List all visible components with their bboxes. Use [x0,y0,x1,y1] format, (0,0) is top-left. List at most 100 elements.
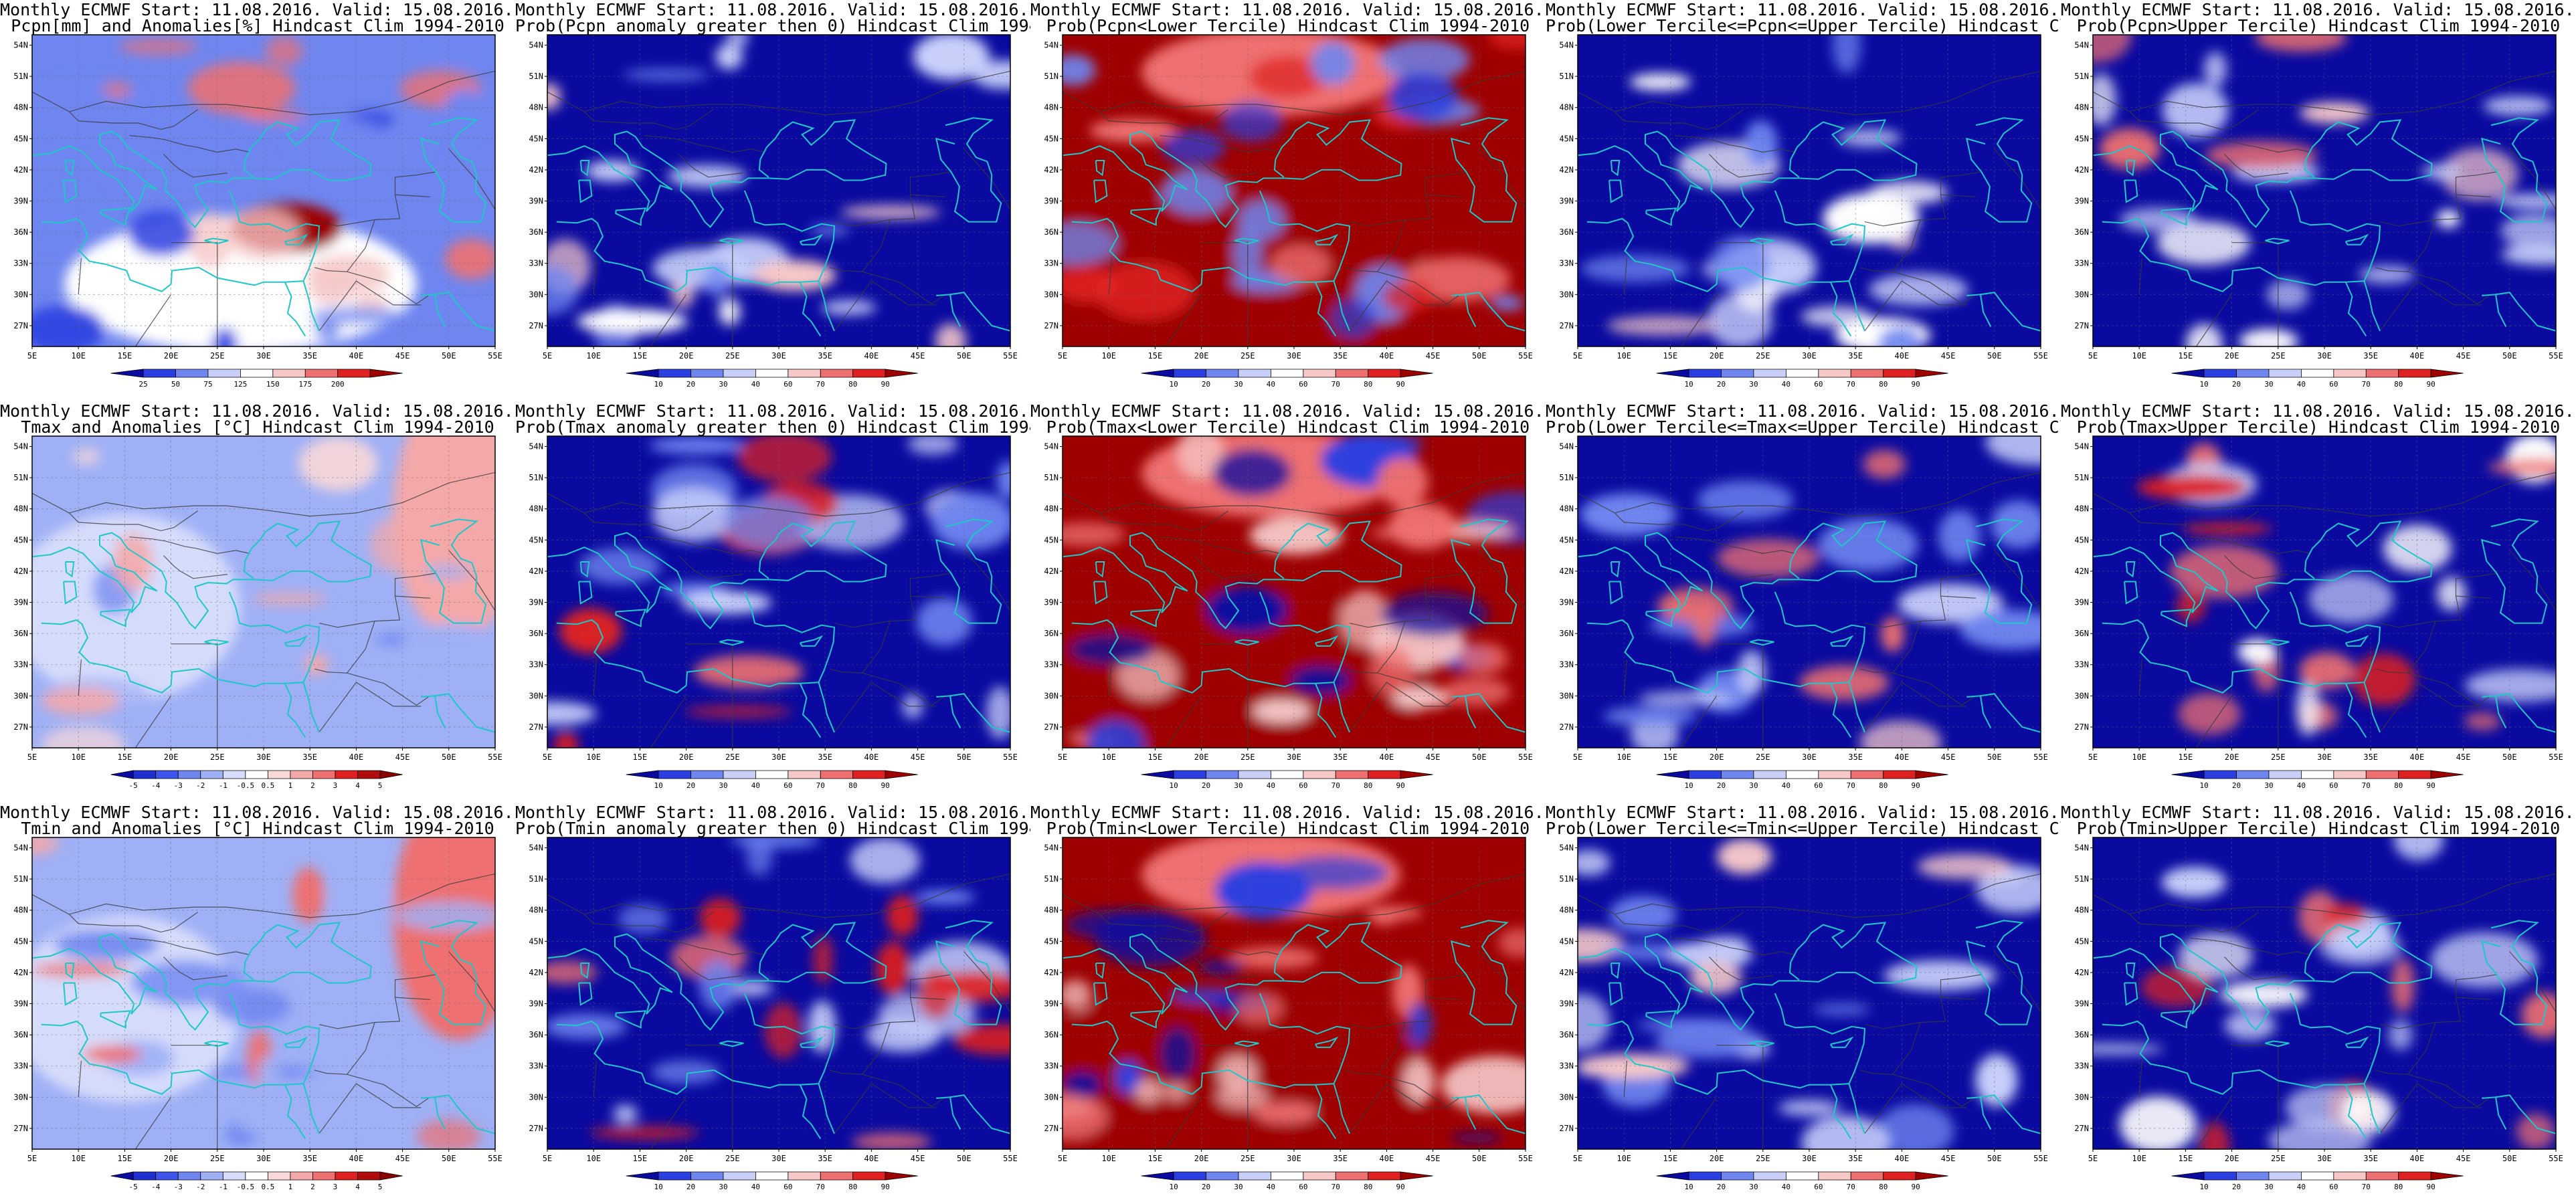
colorbar-label: 75 [203,380,212,389]
coastlines [547,117,1010,337]
border-line [171,242,218,346]
coastline [2160,609,2193,627]
graticule [1063,837,1526,1149]
lat-tick-label: 33N [529,259,543,268]
colorbar-swatch [1368,770,1401,779]
colorbar-label: 20 [1202,380,1210,389]
colorbar-label: 3 [333,1183,338,1191]
lat-tick-label: 39N [2074,999,2089,1009]
coastline [1610,160,1621,177]
lat-tick-label: 30N [1044,691,1059,700]
colorbar-label: 80 [848,380,857,389]
lon-tick-label: 10E [2132,1154,2146,1163]
field-blobs [547,436,1010,748]
colorbar-label: -1 [219,1183,227,1191]
colorbar [1141,770,1433,779]
lon-tick-label: 5E [27,752,37,762]
field-blob [1063,222,1117,265]
border-line [1675,536,1796,555]
field-blob [1801,1115,1890,1149]
lon-tick-label: 15E [118,752,132,762]
colorbar-swatch [207,369,241,378]
map-canvas: 54N 51N 48N 45N 42N 39N 36N 33N 30N 27N 5E 10E 15E 20… [1559,837,2048,1191]
colorbar-swatch [2236,770,2270,779]
border-line [1892,1074,1974,1108]
lat-tick-label: 54N [529,41,543,50]
border-line [2224,154,2289,178]
colorbar-label: 30 [1234,1183,1243,1191]
border-line [318,1083,422,1134]
colorbar-label: 40 [2297,1183,2306,1191]
panel-title-line2: Prob(Tmin<Lower Tercile) Hindcast Clim 1… [1046,819,1530,838]
colorbar-swatch [2300,1171,2334,1181]
coastline [547,532,770,629]
border-line [583,912,714,933]
field-blob [1985,436,2041,466]
coastline [2124,581,2138,605]
colorbar-label: 70 [1331,1183,1340,1191]
lon-tick-label: 50E [442,752,456,762]
lon-tick-label: 55E [2549,1154,2563,1163]
lon-tick-label: 40E [864,351,879,361]
forecast-map-panel: 54N 51N 48N 45N 42N 39N 36N 33N 30N 27N 5E 10E 15E 20… [1546,0,2061,401]
lat-tick-label: 36N [529,629,543,638]
coastline [935,117,1002,223]
field-blob [935,323,967,346]
lat-tick-label: 33N [529,1062,543,1071]
forecast-map-panel: 54N 51N 48N 45N 42N 39N 36N 33N 30N 27N 5E 10E 15E 20… [515,401,1030,803]
panel-title-line1: Monthly ECMWF Start: 11.08.2016. Valid: … [0,803,515,822]
colorbar-label: -5 [129,781,138,790]
coastlines [1578,117,2041,337]
country-borders [547,873,1010,1149]
coastline [2495,292,2556,332]
lat-tick-label: 27N [529,722,543,732]
field-blob [753,260,836,291]
coastlines [2093,920,2556,1140]
coastlines [32,117,495,337]
colorbar-label: 25 [139,380,147,389]
country-borders [547,70,1010,346]
panel-title-line1: Monthly ECMWF Start: 11.08.2016. Valid: … [1030,401,1546,421]
anomaly-field [32,837,495,1149]
colorbar-swatch [1656,369,1689,378]
lon-tick-label: 30E [771,1154,786,1163]
coastline [2093,933,2316,1031]
field-blob [1388,503,1457,549]
field-blob [187,62,296,115]
lat-tick-label: 45N [2074,535,2089,544]
field-blob [2464,669,2556,702]
border-line [1099,109,1229,130]
border-line [834,682,937,733]
field-blob [2308,574,2394,624]
border-line [678,154,743,178]
lat-tick-label: 30N [1044,1092,1059,1102]
field-blob [401,623,495,663]
field-blob [931,492,1010,550]
field-blob [1253,700,1311,723]
coastline [2363,280,2381,332]
border-line [347,271,429,305]
colorbar-swatch [1238,1171,1271,1181]
field-blob [1249,516,1343,555]
lat-tick-label: 54N [529,843,543,853]
field-blob [986,686,1010,740]
colorbar-swatch [2430,369,2464,378]
coastline [2304,922,2433,984]
colorbar-label: 90 [2427,1183,2435,1191]
border-line [1614,109,1744,130]
lat-tick-label: 30N [13,691,28,700]
lon-tick-label: 10E [1101,351,1116,361]
colorbar-label: 20 [686,380,695,389]
colorbar-label: 10 [1684,1183,1693,1191]
coastline [799,1036,824,1048]
colorbar-label: 20 [1202,1183,1210,1191]
panel-title-line1: Monthly ECMWF Start: 11.08.2016. Valid: … [1546,401,2061,421]
border-line [318,682,422,733]
lon-tick-label: 25E [1756,752,1770,762]
colorbar-label: 30 [719,380,727,389]
lat-tick-label: 30N [2074,1092,2089,1102]
coastline [1829,233,1854,245]
colorbar-label: 5 [378,781,383,790]
field-blob [917,968,955,1019]
panel-title-line1: Monthly ECMWF Start: 11.08.2016. Valid: … [0,0,515,19]
